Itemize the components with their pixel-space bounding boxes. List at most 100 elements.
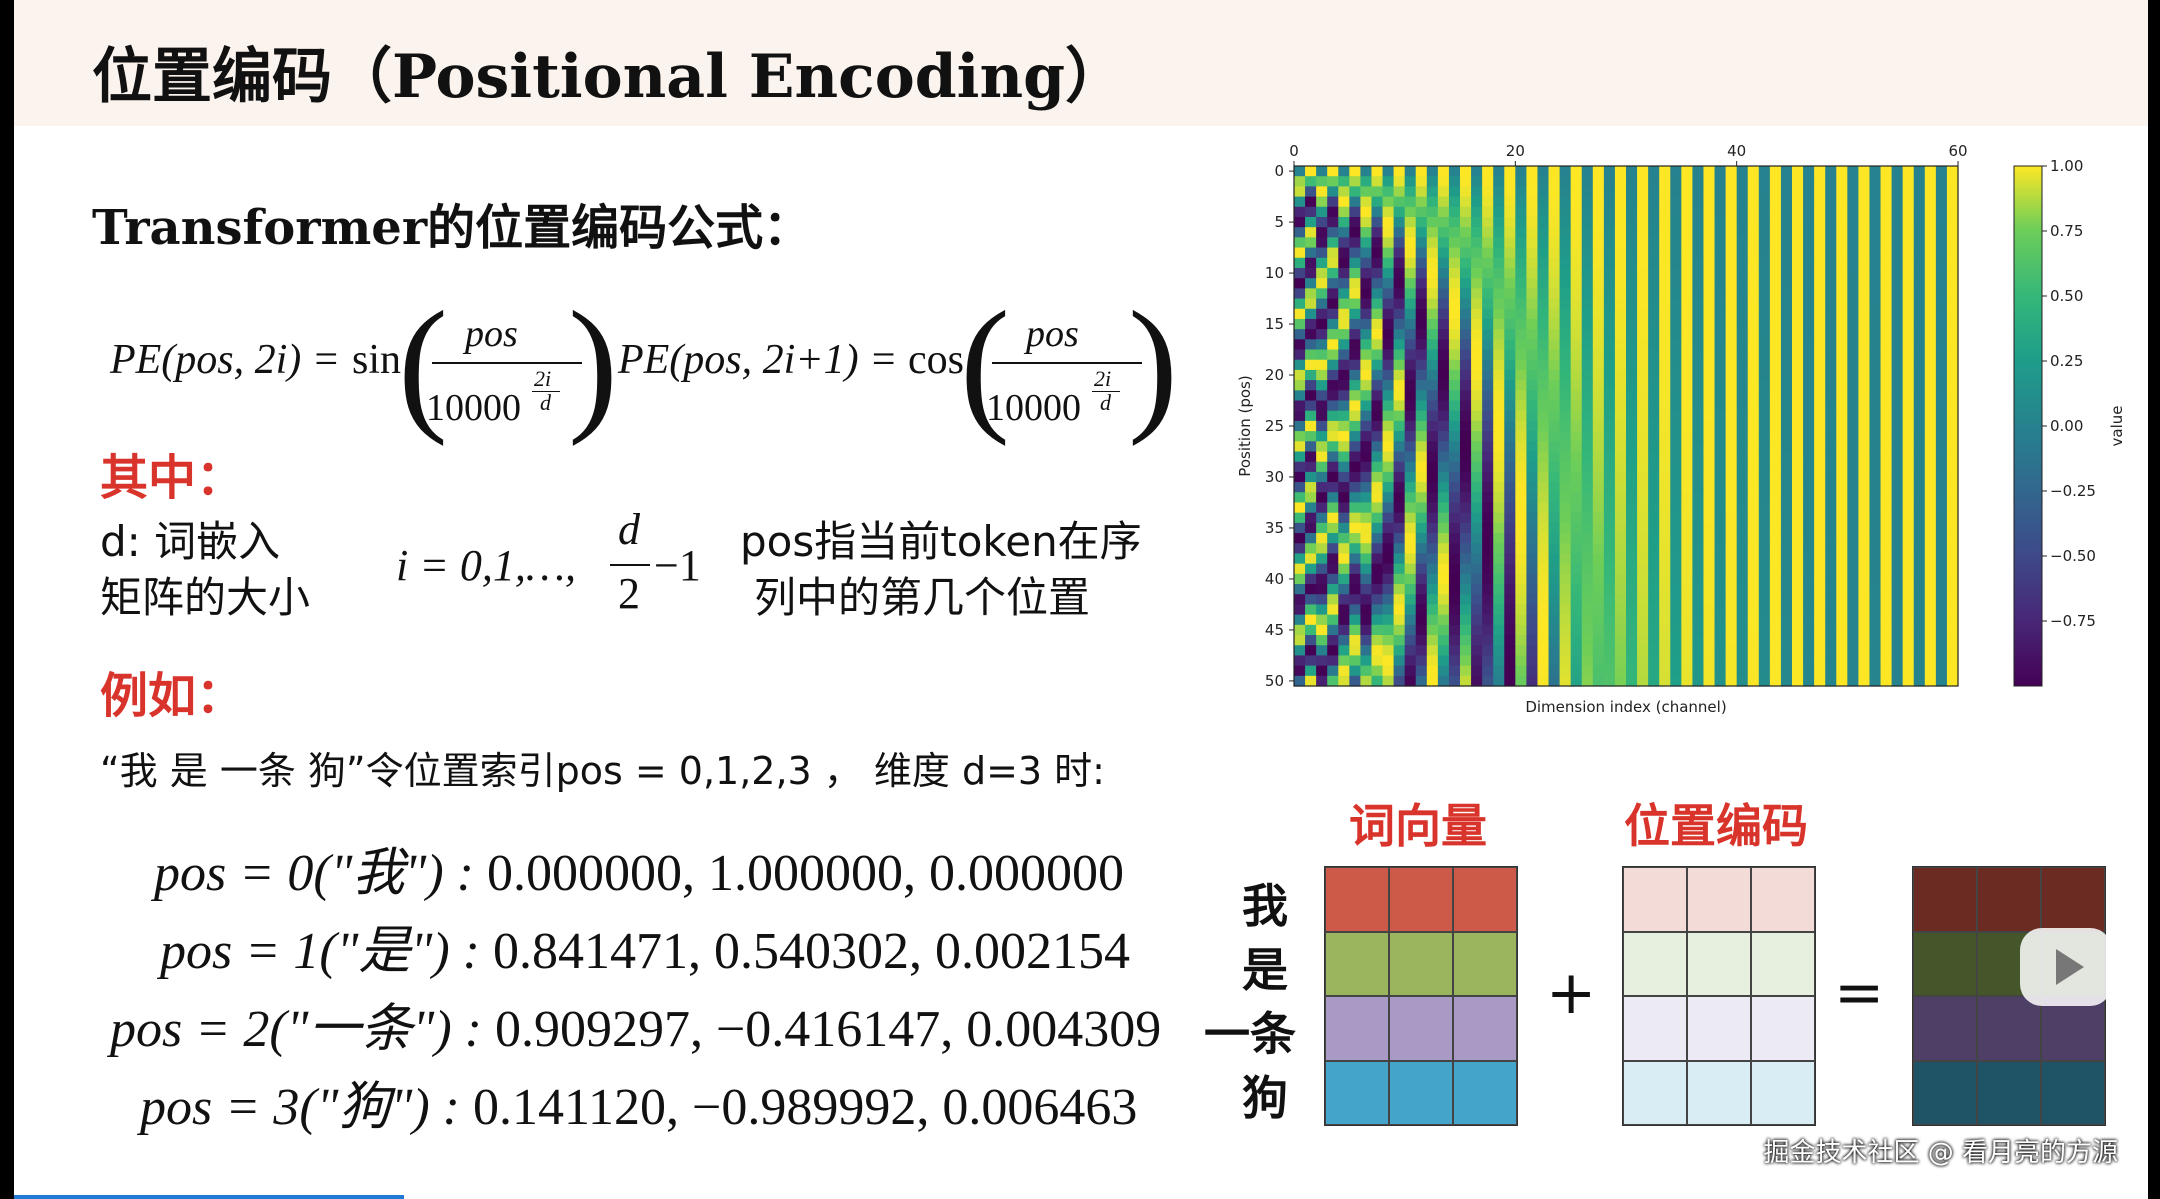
heatmap-cell (1482, 645, 1494, 657)
heatmap-cell (1725, 278, 1738, 289)
heatmap-cell (1614, 665, 1627, 677)
heatmap-cell (1426, 624, 1439, 636)
heatmap-cell (1803, 359, 1815, 371)
heatmap-cell (1725, 166, 1738, 177)
heatmap-cell (1924, 166, 1937, 177)
heatmap-cell (1758, 482, 1771, 493)
heatmap-cell (1592, 288, 1605, 300)
heatmap-cell (1371, 522, 1384, 534)
heatmap-cell (1769, 533, 1782, 544)
heatmap-cell (1825, 186, 1837, 198)
heatmap-cell (1681, 624, 1693, 636)
heatmap-cell (1725, 431, 1738, 442)
heatmap-cell (1648, 227, 1660, 238)
heatmap-cell (1946, 471, 1959, 483)
heatmap-cell (1316, 655, 1328, 667)
heatmap-cell (1316, 267, 1328, 279)
heatmap-cell (1703, 318, 1716, 330)
heatmap-cell (1460, 533, 1472, 544)
y-tick-label: 10 (1265, 264, 1284, 282)
heatmap-cell (1714, 196, 1727, 208)
heatmap-cell (1869, 512, 1882, 524)
heatmap-cell (1913, 492, 1926, 504)
heatmap-cell (1758, 257, 1771, 269)
heatmap-cell (1526, 512, 1539, 524)
heatmap-cell (1316, 594, 1328, 606)
heatmap-cell (1836, 400, 1848, 412)
heatmap-cell (1415, 216, 1428, 228)
heatmap-cell (1714, 441, 1727, 453)
heatmap-cell (1614, 339, 1627, 351)
heatmap-cell (1780, 492, 1793, 504)
heatmap-cell (1349, 604, 1361, 616)
heatmap-cell (1626, 329, 1638, 340)
heatmap-cell (1504, 278, 1516, 289)
heatmap-cell (1792, 624, 1804, 636)
heatmap-cell (1703, 431, 1716, 442)
heatmap-cell (1814, 675, 1826, 687)
heatmap-cell (1902, 461, 1915, 473)
heatmap-cell (1825, 614, 1837, 626)
heatmap-cell (1902, 308, 1915, 320)
heatmap-cell (1581, 166, 1594, 177)
heatmap-cell (1814, 441, 1826, 453)
heatmap-cell (1537, 390, 1550, 402)
heatmap-cell (1670, 614, 1682, 626)
heatmap-cell (1648, 247, 1660, 259)
heatmap-cell (1327, 471, 1339, 483)
heatmap-cell (1869, 614, 1882, 626)
heatmap-cell (1637, 359, 1649, 371)
heatmap-cell (1847, 471, 1859, 483)
heatmap-cell (1670, 563, 1682, 575)
heatmap-cell (1360, 339, 1373, 351)
heatmap-cell (1946, 247, 1959, 259)
heatmap-cell (1847, 563, 1859, 575)
heatmap-cell (1570, 278, 1583, 289)
heatmap-cell (1382, 655, 1395, 667)
heatmap-cell (1780, 186, 1793, 198)
heatmap-cell (1537, 573, 1550, 585)
heatmap-cell (1482, 237, 1494, 249)
heatmap-cell (1880, 216, 1893, 228)
heatmap-cell (1360, 635, 1373, 646)
heatmap-cell (1803, 573, 1815, 585)
heatmap-cell (1526, 186, 1539, 198)
heatmap-cell (1592, 380, 1605, 391)
heatmap-cell (1437, 247, 1450, 259)
heatmap-cell (1338, 543, 1350, 555)
heatmap-cell (1747, 482, 1760, 493)
heatmap-cell (1681, 482, 1693, 493)
heatmap-cell (1592, 431, 1605, 442)
heatmap-cell (1537, 420, 1550, 432)
heatmap-cell (1515, 247, 1527, 259)
heatmap-cell (1404, 451, 1417, 463)
heatmap-cell (1415, 533, 1428, 544)
heatmap-cell (1614, 594, 1627, 606)
heatmap-cell (1338, 288, 1350, 300)
heatmap-cell (1648, 257, 1660, 269)
heatmap-cell (1426, 543, 1439, 555)
heatmap-cell (1559, 329, 1572, 340)
heatmap-cell (1681, 655, 1693, 667)
heatmap-cell (1603, 400, 1616, 412)
heatmap-cell (1681, 522, 1693, 534)
heatmap-cell (1515, 318, 1527, 330)
heatmap-cell (1448, 665, 1461, 677)
heatmap-cell (1891, 308, 1904, 320)
heatmap-cell (1482, 216, 1494, 228)
heatmap-cell (1448, 216, 1461, 228)
heatmap-cell (1780, 604, 1793, 616)
heatmap-cell (1769, 431, 1782, 442)
matrix-cell (1623, 931, 1687, 996)
heatmap-cell (1792, 369, 1804, 381)
play-icon[interactable] (2020, 928, 2112, 1006)
heatmap-cell (1946, 227, 1959, 238)
heatmap-cell (1814, 604, 1826, 616)
matrix-cell (1389, 996, 1453, 1061)
heatmap-cell (1614, 614, 1627, 626)
heatmap-cell (1825, 604, 1837, 616)
y-axis-label: Position (pos) (1236, 375, 1254, 476)
heatmap-cell (1825, 318, 1837, 330)
heatmap-cell (1869, 471, 1882, 483)
heatmap-cell (1891, 543, 1904, 555)
